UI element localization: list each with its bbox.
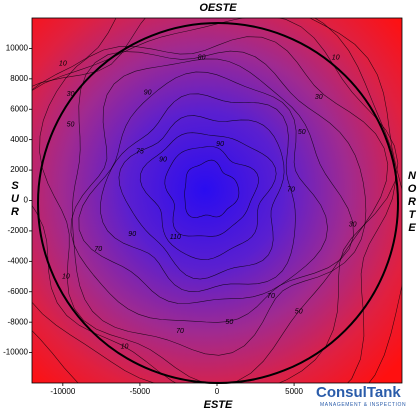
y-tick-label: -4000 [8,256,29,265]
x-tick-label: -10000 [50,387,75,396]
contour-lines [32,18,402,383]
left-label: SUR [9,180,21,219]
y-tick-label: 8000 [10,74,28,83]
contour-line [164,146,259,237]
contour-label: 50 [67,121,75,128]
contour-label: 80 [198,54,206,61]
contour-label: 70 [176,328,184,335]
contour-label: 30 [349,222,357,229]
y-tick-label: 4000 [10,135,28,144]
bottom-label: ESTE [204,399,233,411]
contour-label: 10 [332,54,340,61]
logo-tagline: MANAGEMENT & INSPECTION [320,402,407,408]
contour-line [78,71,328,304]
contour-label: 30 [67,91,75,98]
contour-label: 50 [298,129,306,136]
y-tick-label: -8000 [8,317,29,326]
contour-label: 75 [136,149,144,156]
contour-label: 70 [94,246,102,253]
contour-label: 10 [62,273,70,280]
contour-label: 30 [315,94,323,101]
contour-label: 90 [128,231,136,238]
contour-line [184,159,240,218]
contour-label: 10 [121,343,129,350]
contour-label: 70 [267,293,275,300]
contour-label: 90 [144,89,152,96]
logo: ConsulTank MANAGEMENT & INSPECTION [312,384,420,413]
right-label: NORTE [406,170,418,235]
y-tick-label: 6000 [10,104,28,113]
y-tick-label: -2000 [8,226,29,235]
contour-line [32,18,399,383]
y-tick-label: -6000 [8,287,29,296]
logo-name: ConsulTank [316,384,401,401]
contour-label: 90 [159,156,167,163]
contour-label: 50 [225,319,233,326]
contour-label: 110 [170,234,181,241]
contour-label: 10 [59,60,67,67]
contour-line [70,58,354,323]
top-label: OESTE [199,2,237,14]
y-tick-label: 10000 [6,44,29,53]
contour-line [71,50,367,356]
y-tick-label: -10000 [3,348,28,357]
y-tick-label: 0 [24,196,29,205]
y-tick-label: 2000 [10,165,28,174]
contour-label: 70 [287,187,295,194]
contour-label: 90 [216,141,224,148]
contour-line [139,132,277,260]
x-tick-label: -5000 [130,387,151,396]
x-tick-label: 0 [215,387,220,396]
contour-line [100,93,296,293]
contour-line [39,36,389,383]
contour-line [118,115,285,280]
x-tick-label: 5000 [285,387,303,396]
contour-label: 50 [295,308,303,315]
